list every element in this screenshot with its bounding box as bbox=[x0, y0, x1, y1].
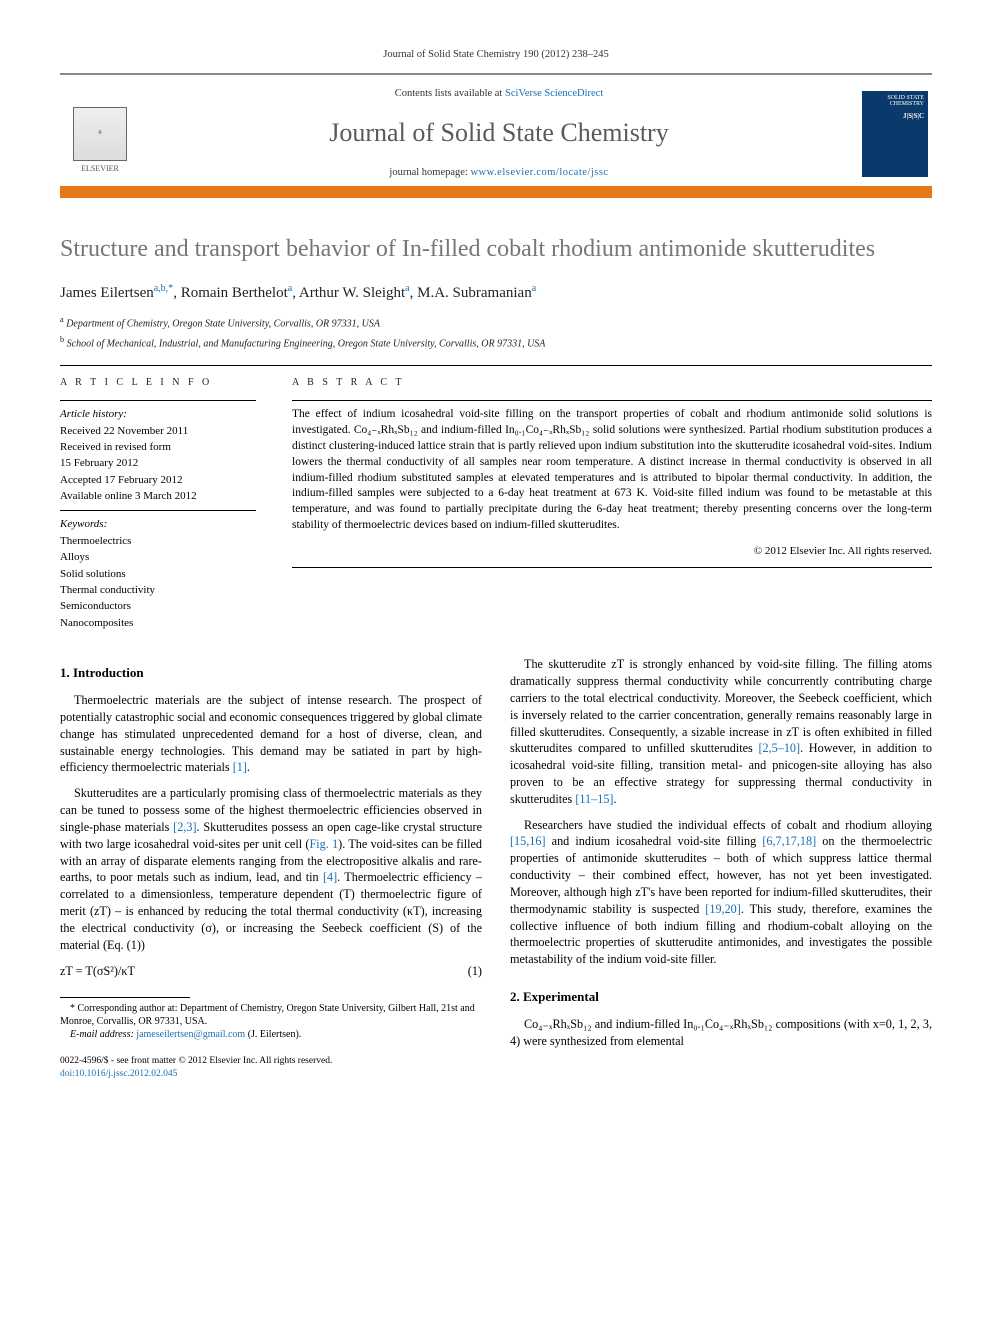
equation-1-number: (1) bbox=[468, 963, 482, 980]
section-2-heading: 2. Experimental bbox=[510, 988, 932, 1006]
ref-11-15[interactable]: [11–15] bbox=[575, 792, 613, 806]
author-4: M.A. Subramanian bbox=[417, 285, 532, 301]
section-divider bbox=[60, 365, 932, 366]
homepage-link[interactable]: www.elsevier.com/locate/jssc bbox=[470, 167, 608, 178]
footnote-separator bbox=[60, 997, 190, 998]
sciencedirect-link[interactable]: SciVerse ScienceDirect bbox=[505, 88, 603, 99]
section-1-heading: 1. Introduction bbox=[60, 664, 482, 682]
online-line: Available online 3 March 2012 bbox=[60, 489, 256, 504]
email-note: E-mail address: jameseilertsen@gmail.com… bbox=[60, 1028, 482, 1041]
ref-15-16[interactable]: [15,16] bbox=[510, 834, 546, 848]
author-2-affil[interactable]: a bbox=[288, 283, 292, 294]
elsevier-logo: ⚘ ELSEVIER bbox=[64, 93, 136, 175]
email-link[interactable]: jameseilertsen@gmail.com bbox=[136, 1029, 245, 1040]
intro-p4: Researchers have studied the individual … bbox=[510, 817, 932, 968]
author-1: James Eilertsen bbox=[60, 285, 154, 301]
keyword-0: Thermoelectrics bbox=[60, 534, 256, 549]
info-abstract-row: A R T I C L E I N F O Article history: R… bbox=[60, 376, 932, 632]
keyword-5: Nanocomposites bbox=[60, 616, 256, 631]
history-label: Article history: bbox=[60, 407, 256, 422]
homepage-line: journal homepage: www.elsevier.com/locat… bbox=[150, 166, 848, 181]
doi-link[interactable]: doi:10.1016/j.jssc.2012.02.045 bbox=[60, 1069, 177, 1079]
corresponding-author-note: * Corresponding author at: Department of… bbox=[60, 1002, 482, 1028]
keyword-2: Solid solutions bbox=[60, 567, 256, 582]
accepted-line: Accepted 17 February 2012 bbox=[60, 473, 256, 488]
keyword-4: Semiconductors bbox=[60, 599, 256, 614]
article-info-label: A R T I C L E I N F O bbox=[60, 376, 256, 390]
fig-1-link[interactable]: Fig. 1 bbox=[309, 837, 338, 851]
copyright-line: © 2012 Elsevier Inc. All rights reserved… bbox=[292, 544, 932, 559]
article-info-column: A R T I C L E I N F O Article history: R… bbox=[60, 376, 256, 632]
author-1-affil[interactable]: a,b, bbox=[154, 283, 168, 294]
abstract-label: A B S T R A C T bbox=[292, 376, 932, 390]
abstract-text: The effect of indium icosahedral void-si… bbox=[292, 407, 932, 534]
equation-1: zT = T(σS²)/κT (1) bbox=[60, 963, 482, 980]
body-two-column: 1. Introduction Thermoelectric materials… bbox=[60, 656, 932, 1080]
revised-line-1: Received in revised form bbox=[60, 440, 256, 455]
ref-2-5-10[interactable]: [2,5–10] bbox=[758, 741, 800, 755]
elsevier-tree-icon: ⚘ bbox=[73, 107, 127, 161]
author-2: Romain Berthelot bbox=[181, 285, 288, 301]
abstract-rule bbox=[292, 400, 932, 401]
abstract-rule-bottom bbox=[292, 567, 932, 568]
page: Journal of Solid State Chemistry 190 (20… bbox=[0, 0, 992, 1120]
ref-19-20[interactable]: [19,20] bbox=[705, 902, 741, 916]
ref-1[interactable]: [1] bbox=[233, 760, 247, 774]
author-1-corr[interactable]: * bbox=[168, 283, 173, 294]
intro-p3: The skutterudite zT is strongly enhanced… bbox=[510, 656, 932, 807]
article-title: Structure and transport behavior of In-f… bbox=[60, 234, 932, 264]
journal-reference: Journal of Solid State Chemistry 190 (20… bbox=[60, 48, 932, 63]
doi-line: doi:10.1016/j.jssc.2012.02.045 bbox=[60, 1068, 482, 1080]
keyword-1: Alloys bbox=[60, 550, 256, 565]
revised-line-2: 15 February 2012 bbox=[60, 456, 256, 471]
info-rule-1 bbox=[60, 400, 256, 401]
author-list: James Eilertsena,b,*, Romain Berthelota,… bbox=[60, 282, 932, 304]
ref-6-7-17-18[interactable]: [6,7,17,18] bbox=[762, 834, 816, 848]
abstract-column: A B S T R A C T The effect of indium ico… bbox=[292, 376, 932, 632]
header-center: Contents lists available at SciVerse Sci… bbox=[150, 87, 848, 181]
affiliation-a: a Department of Chemistry, Oregon State … bbox=[60, 314, 932, 331]
issn-line: 0022-4596/$ - see front matter © 2012 El… bbox=[60, 1055, 482, 1067]
header-top-rule bbox=[60, 73, 932, 75]
journal-name: Journal of Solid State Chemistry bbox=[150, 115, 848, 151]
keywords-label: Keywords: bbox=[60, 517, 256, 532]
journal-cover-thumb: SOLID STATE CHEMISTRY J|S|S|C bbox=[862, 91, 928, 177]
experimental-p1: Co₄₋ₓRhₓSb₁₂ and indium-filled In₀.₁Co₄₋… bbox=[510, 1016, 932, 1050]
intro-p1: Thermoelectric materials are the subject… bbox=[60, 692, 482, 776]
publisher-name: ELSEVIER bbox=[81, 163, 119, 174]
author-3-affil[interactable]: a bbox=[405, 283, 409, 294]
ref-4[interactable]: [4] bbox=[323, 870, 337, 884]
info-rule-2 bbox=[60, 510, 256, 511]
contents-available-line: Contents lists available at SciVerse Sci… bbox=[150, 87, 848, 102]
affiliation-b: b School of Mechanical, Industrial, and … bbox=[60, 334, 932, 351]
journal-header: ⚘ ELSEVIER Contents lists available at S… bbox=[60, 79, 932, 187]
ref-2-3[interactable]: [2,3] bbox=[173, 820, 196, 834]
author-4-affil[interactable]: a bbox=[532, 283, 536, 294]
equation-1-body: zT = T(σS²)/κT bbox=[60, 963, 135, 980]
keyword-3: Thermal conductivity bbox=[60, 583, 256, 598]
author-3: Arthur W. Sleight bbox=[299, 285, 405, 301]
orange-divider-bar bbox=[60, 186, 932, 198]
received-line: Received 22 November 2011 bbox=[60, 424, 256, 439]
intro-p2: Skutterudites are a particularly promisi… bbox=[60, 785, 482, 953]
